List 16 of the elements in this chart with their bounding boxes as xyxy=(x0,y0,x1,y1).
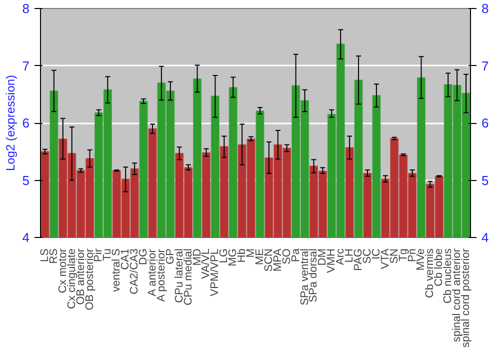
y-tick-label: 6 xyxy=(22,116,30,130)
x-tick-label: spinal cord posterior xyxy=(460,248,472,348)
y2-tick-label: 6 xyxy=(482,116,489,130)
x-tick-label: IC xyxy=(370,248,382,260)
y2-tick-label: 4 xyxy=(482,230,489,245)
y-tick-label: 8 xyxy=(22,1,30,16)
y2-tick-label: 8 xyxy=(482,1,489,16)
x-tick-label: RS xyxy=(48,248,60,264)
y2-tick-label: 5 xyxy=(482,172,489,188)
y2-tick-label: 7 xyxy=(482,58,489,74)
y-tick-label: 7 xyxy=(22,58,30,74)
x-tick-label: SCN xyxy=(262,248,275,272)
y-axis-title: Log2 (expression) xyxy=(3,74,18,172)
x-tick-label: CPu medial xyxy=(182,248,194,306)
y-tick-label: 5 xyxy=(22,172,30,188)
y-tick-label: 4 xyxy=(22,230,30,245)
